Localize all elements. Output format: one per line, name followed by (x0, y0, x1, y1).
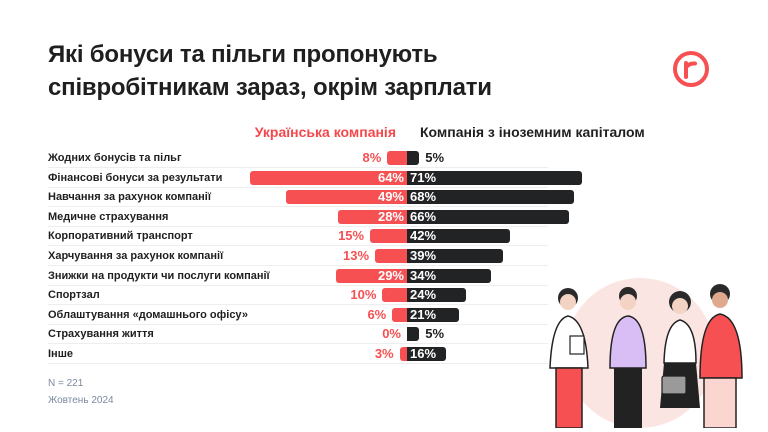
legend-ukrainian: Українська компанія (254, 124, 396, 140)
row-divider (48, 245, 548, 246)
bar-ukrainian (338, 210, 407, 224)
value-label-foreign: 71% (410, 170, 437, 185)
bar-ukrainian (370, 229, 407, 243)
bar-foreign (407, 288, 467, 302)
category-label: Навчання за рахунок компанії (48, 191, 211, 203)
value-label-ukrainian: 29% (377, 268, 404, 283)
bar-foreign (407, 171, 582, 185)
brand-logo (673, 51, 709, 87)
bar-ukrainian (399, 347, 407, 361)
category-label: Корпоративний транспорт (48, 230, 193, 242)
bar-foreign (407, 347, 447, 361)
value-label-ukrainian: 8% (362, 150, 382, 165)
value-label-ukrainian: 64% (377, 170, 404, 185)
bar-foreign (407, 327, 420, 341)
category-label: Спортзал (48, 289, 100, 301)
value-label-foreign: 42% (410, 228, 437, 243)
value-label-ukrainian: 3% (374, 346, 394, 361)
value-label-foreign: 5% (425, 326, 445, 341)
legend-foreign: Компанія з іноземним капіталом (420, 124, 645, 140)
category-label: Медичне страхування (48, 211, 169, 223)
sample-size: N = 221 (48, 378, 84, 389)
category-label: Інше (48, 348, 73, 360)
survey-date: Жовтень 2024 (48, 395, 114, 406)
value-label-foreign: 24% (410, 287, 437, 302)
row-divider (48, 226, 548, 227)
category-label: Знижки на продукти чи послуги компанії (48, 270, 270, 282)
row-divider (48, 206, 548, 207)
value-label-foreign: 66% (410, 209, 437, 224)
value-label-ukrainian: 0% (382, 326, 401, 341)
value-label-foreign: 39% (410, 248, 437, 263)
bar-ukrainian (286, 190, 407, 204)
category-label: Жодних бонусів та пільг (48, 152, 182, 164)
value-label-ukrainian: 49% (377, 189, 404, 204)
category-label: Страхування життя (48, 328, 154, 340)
title-line-1: Які бонуси та пільги пропонують (48, 41, 438, 68)
bar-chart: Жодних бонусів та пільг 8% 5% Фінансові бон… (48, 150, 582, 364)
bar-ukrainian (382, 288, 407, 302)
title-line-2: співробітникам зараз, окрім зарплати (48, 74, 492, 101)
value-label-foreign: 68% (410, 189, 437, 204)
bar-ukrainian (375, 249, 407, 263)
row-divider (48, 324, 548, 325)
value-label-ukrainian: 10% (350, 287, 377, 302)
bar-foreign (407, 269, 491, 283)
bar-ukrainian (249, 171, 407, 185)
bar-foreign (407, 210, 570, 224)
row-divider (48, 343, 548, 344)
value-label-ukrainian: 6% (367, 307, 387, 322)
row-divider (48, 265, 548, 266)
row-divider (48, 167, 548, 168)
row-divider (48, 304, 548, 305)
bar-foreign (407, 190, 575, 204)
bar-ukrainian (387, 151, 407, 165)
category-label: Харчування за рахунок компанії (48, 250, 224, 262)
row-divider (48, 187, 548, 188)
bar-foreign (407, 249, 503, 263)
row-divider (48, 363, 548, 364)
value-label-ukrainian: 28% (377, 209, 404, 224)
value-label-ukrainian: 15% (338, 228, 365, 243)
bar-foreign (407, 308, 459, 322)
bar-foreign (407, 151, 420, 165)
value-label-foreign: 16% (410, 346, 437, 361)
value-label-foreign: 5% (425, 150, 445, 165)
category-label: Фінансові бонуси за результати (48, 172, 223, 184)
bar-ukrainian (392, 308, 407, 322)
page-title: Які бонуси та пільги пропонують співробі… (48, 38, 492, 104)
bar-foreign (407, 229, 511, 243)
value-label-ukrainian: 13% (343, 248, 370, 263)
value-label-foreign: 21% (410, 307, 437, 322)
people-illustration (549, 278, 743, 428)
bar-ukrainian (335, 269, 407, 283)
row-divider (48, 285, 548, 286)
category-label: Облаштування «домашнього офісу» (48, 309, 248, 321)
value-label-foreign: 34% (410, 268, 437, 283)
